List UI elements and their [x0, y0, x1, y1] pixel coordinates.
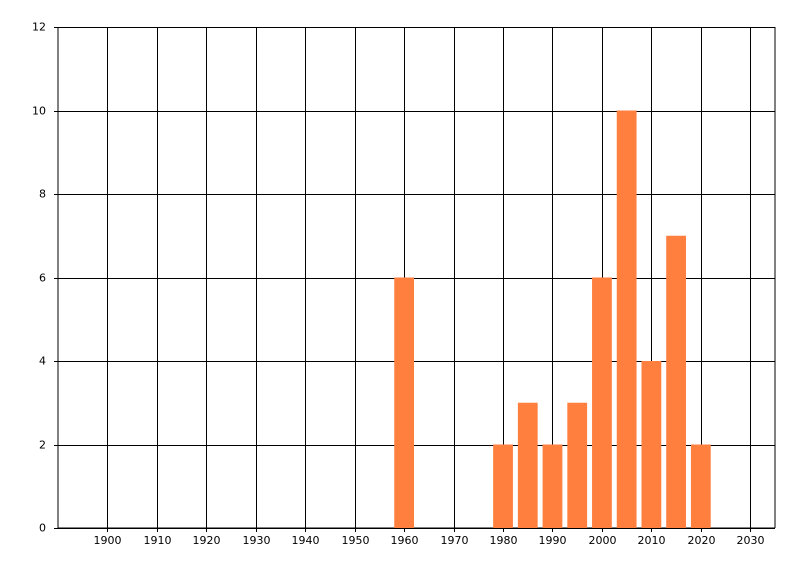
bar [690, 444, 711, 528]
x-tick-label: 1990 [539, 534, 567, 547]
bar [517, 402, 538, 528]
y-tick-label: 2 [39, 439, 46, 452]
bar [666, 235, 686, 528]
x-tick-label: 1930 [243, 534, 271, 547]
y-tick-label: 10 [32, 105, 46, 118]
x-tick-label: 1950 [342, 534, 370, 547]
x-tick-label: 2020 [688, 534, 716, 547]
x-tick-label: 1980 [490, 534, 518, 547]
bar [493, 444, 513, 528]
x-tick-label: 1970 [441, 534, 469, 547]
y-tick-label: 8 [39, 188, 46, 201]
x-tick-label: 2010 [638, 534, 666, 547]
x-tick-label: 1900 [94, 534, 122, 547]
x-tick-label: 1910 [144, 534, 172, 547]
bar [592, 277, 612, 528]
x-tick-label: 1960 [391, 534, 419, 547]
bar [641, 361, 662, 528]
bar [542, 444, 563, 528]
bar [616, 110, 637, 528]
y-tick-label: 12 [32, 21, 46, 34]
y-tick-label: 6 [39, 272, 46, 285]
y-tick-label: 4 [39, 355, 46, 368]
x-tick-label: 1920 [193, 534, 221, 547]
bar [394, 277, 415, 528]
y-tick-label: 0 [39, 522, 46, 535]
x-tick-label: 2000 [589, 534, 617, 547]
bar [567, 402, 588, 528]
x-tick-label: 2030 [737, 534, 765, 547]
x-tick-label: 1940 [292, 534, 320, 547]
